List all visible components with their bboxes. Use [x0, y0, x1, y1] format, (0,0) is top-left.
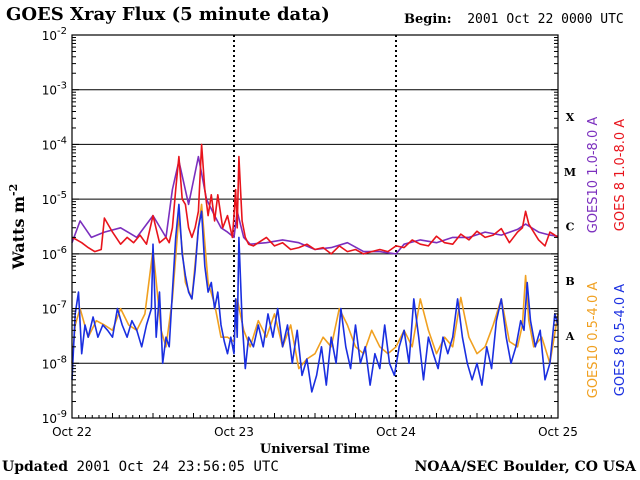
y-tick-label: 10-9 [42, 409, 67, 426]
series-lines [71, 143, 559, 393]
flare-class-label: C [566, 221, 575, 234]
x-axis-label: Universal Time [260, 442, 370, 457]
legend: GOES10 1.0-8.0 A GOES 8 1.0-8.0 A GOES10 0… [586, 117, 628, 399]
series-line-goes-8-1-0-8-0-a [71, 143, 559, 255]
updated-value: 2001 Oct 24 23:56:05 UTC [76, 459, 279, 475]
y-tick-label: 10-4 [42, 135, 67, 152]
legend-entry-goes10-1-0-8-0-a: GOES10 1.0-8.0 A [586, 117, 601, 234]
axis-labels: 10-9 10-8 10-7 10-6 10-5 10-4 10-3 10-2 Oct 22 Oc… [7, 26, 578, 457]
x-tick-label: Oct 25 [538, 425, 578, 439]
begin-timestamp: Begin: 2001 Oct 22 0000 UTC [404, 12, 624, 27]
y-axis-label: Watts m-2 [7, 184, 28, 270]
y-tick-label: 10-5 [42, 190, 67, 207]
y-tick-label: 10-2 [42, 26, 67, 43]
y-tick-label: 10-7 [42, 300, 67, 317]
x-tick-label: Oct 23 [214, 425, 254, 439]
updated-label: Updated [2, 459, 69, 475]
legend-entry-goes-8-1-0-8-0-a: GOES 8 1.0-8.0 A [613, 119, 628, 231]
begin-value: 2001 Oct 22 0000 UTC [467, 12, 624, 27]
flare-class-label: X [566, 111, 575, 124]
x-tick-label: Oct 24 [376, 425, 416, 439]
series-line-goes10-1-0-8-0-a [71, 155, 559, 255]
x-tick-label: Oct 22 [52, 425, 92, 439]
y-tick-label: 10-8 [42, 354, 67, 371]
flare-class-label: A [565, 330, 575, 343]
series-line-goes-8-0-5-4-0-a [71, 203, 559, 393]
legend-entry-goes10-0-5-4-0-a: GOES10 0.5-4.0 A [586, 282, 601, 399]
series-line-goes10-0-5-4-0-a [71, 203, 559, 370]
credit-text: NOAA/SEC Boulder, CO USA [414, 459, 637, 475]
y-tick-label: 10-6 [42, 245, 67, 262]
flare-class-label: M [564, 166, 576, 179]
begin-label: Begin: [404, 12, 452, 27]
chart-title: GOES Xray Flux (5 minute data) [6, 4, 330, 25]
legend-entry-goes-8-0-5-4-0-a: GOES 8 0.5-4.0 A [613, 284, 628, 396]
flare-class-label: B [565, 275, 574, 288]
updated-timestamp: Updated 2001 Oct 24 23:56:05 UTC [2, 459, 279, 475]
y-tick-label: 10-3 [42, 81, 67, 98]
axes [71, 34, 559, 419]
